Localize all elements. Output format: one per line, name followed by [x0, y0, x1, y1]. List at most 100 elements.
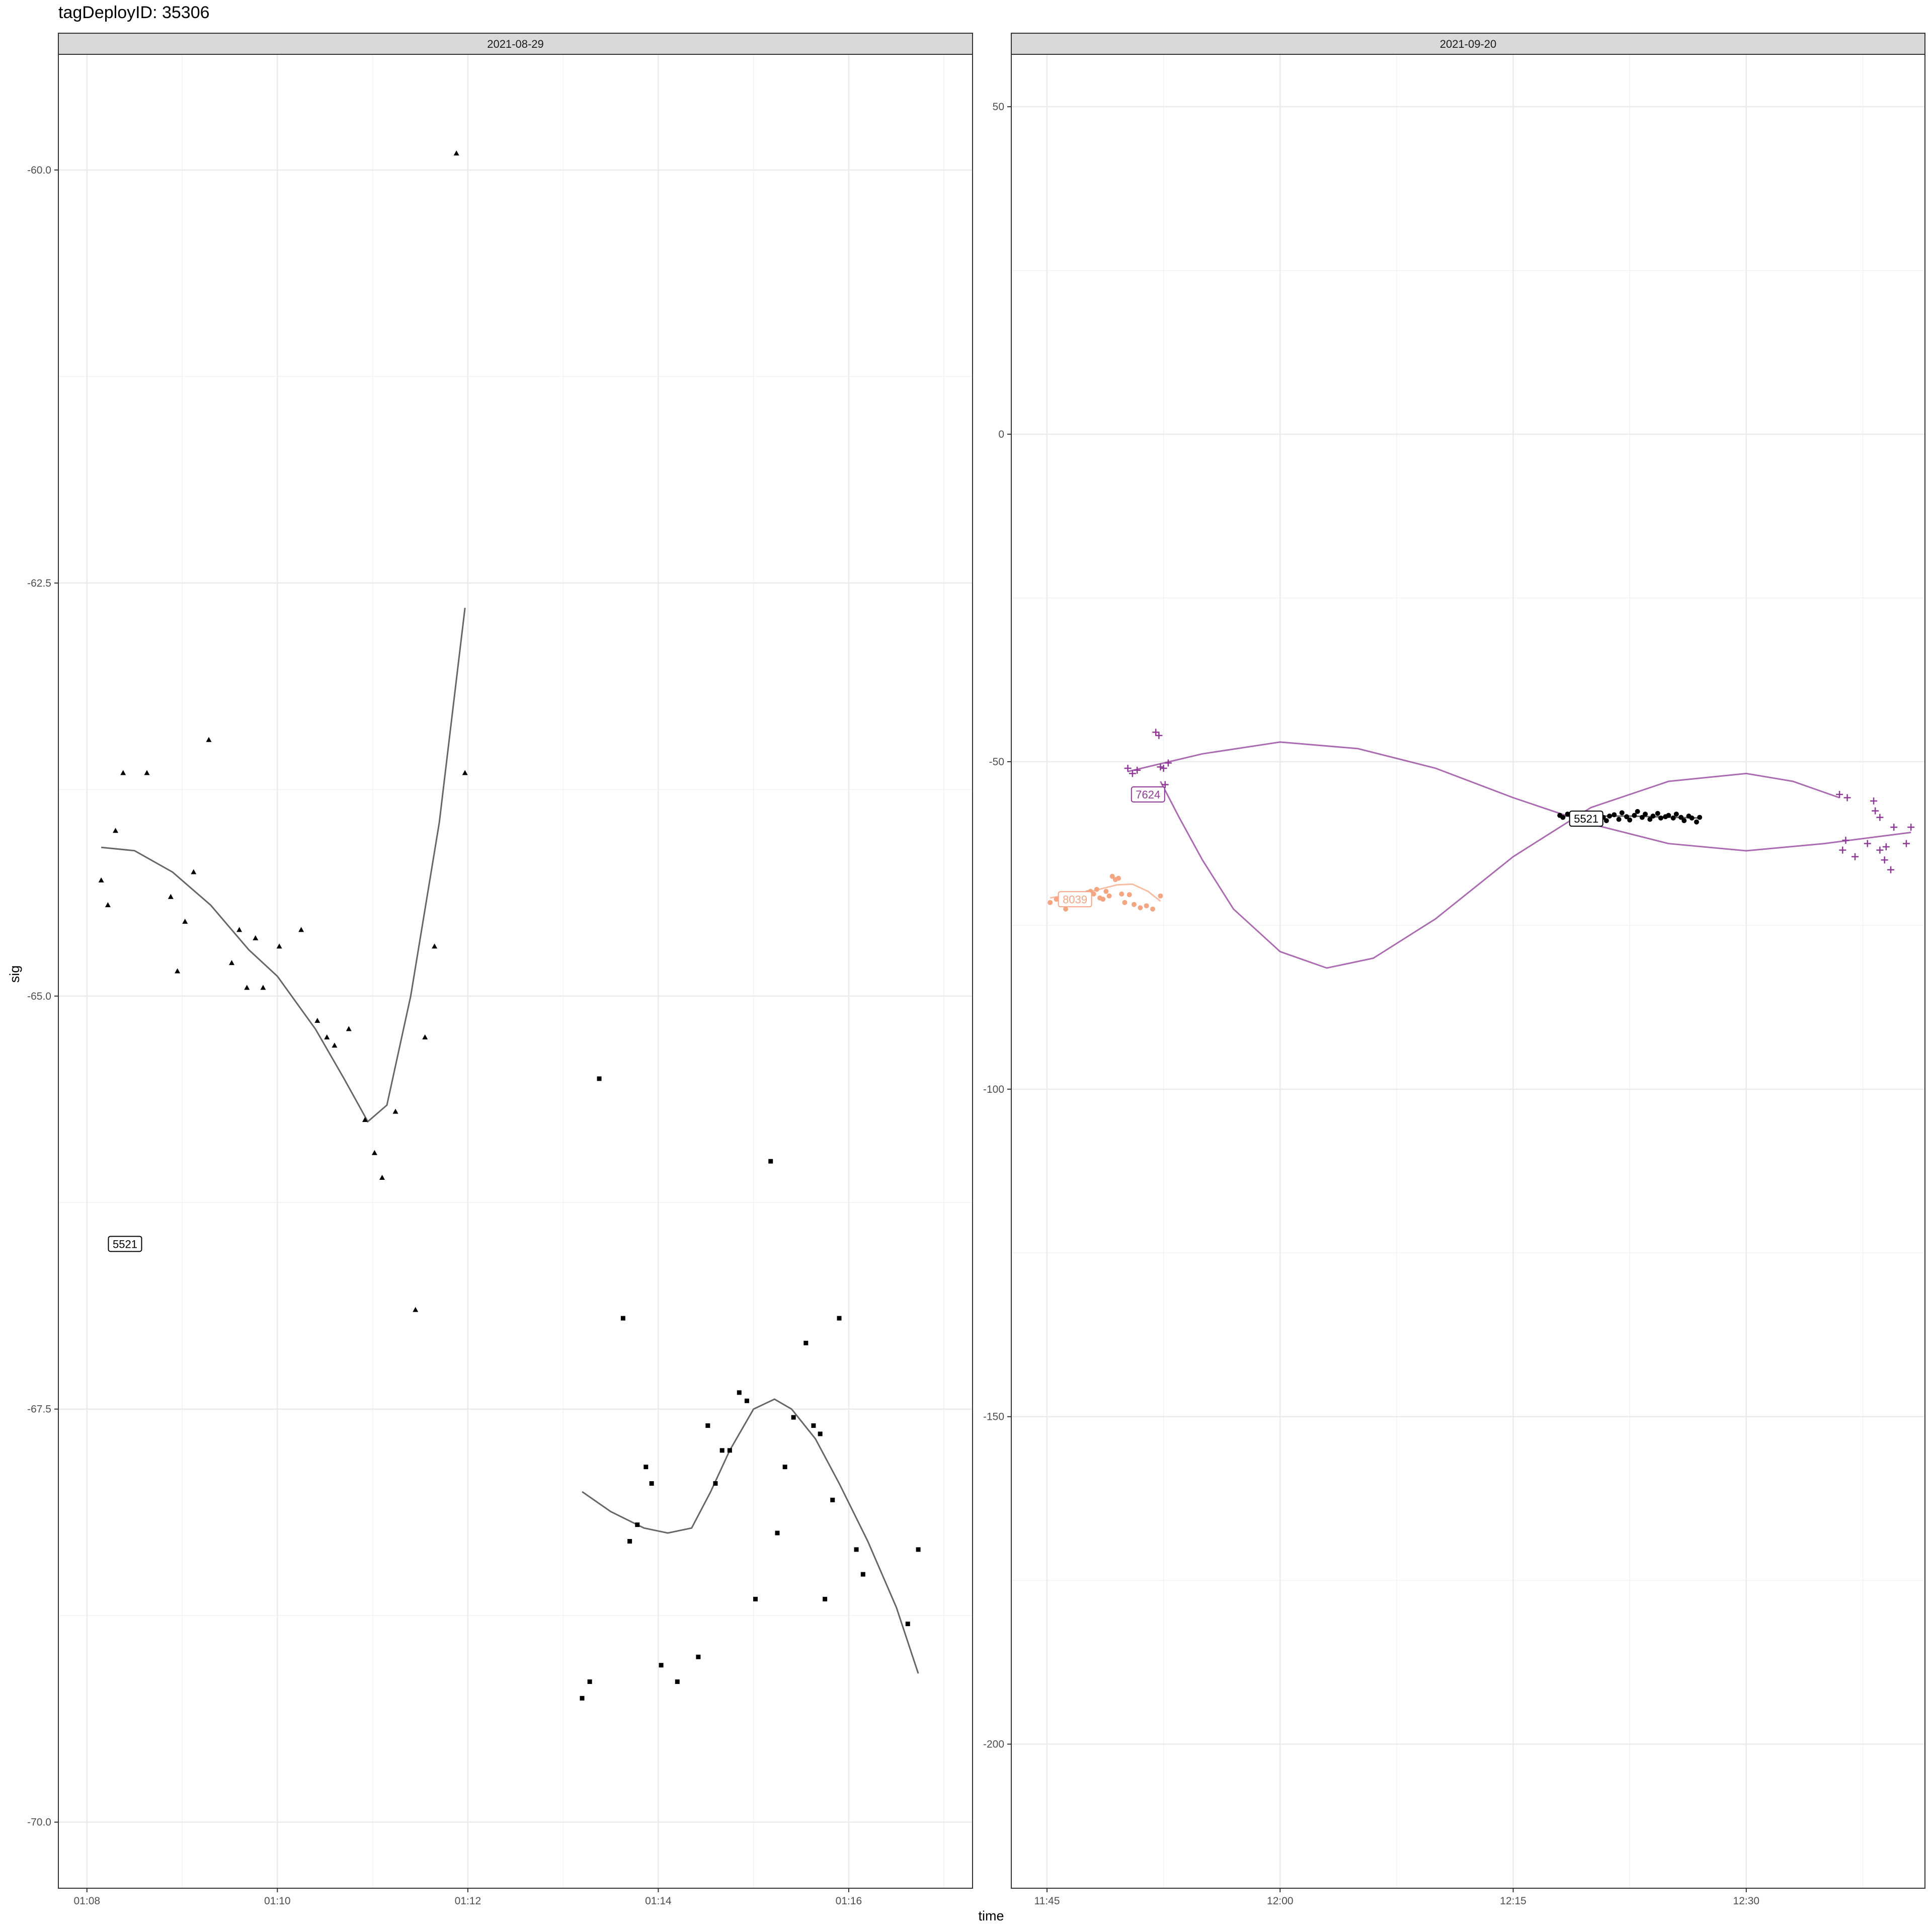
data-point-triangle	[432, 943, 438, 949]
data-point-triangle	[462, 770, 468, 775]
data-point-triangle	[332, 1042, 338, 1048]
data-point-circle	[1063, 906, 1069, 912]
data-point-square	[713, 1481, 718, 1486]
data-point-square	[696, 1654, 701, 1659]
data-point-square	[837, 1316, 842, 1321]
data-point-square	[803, 1340, 809, 1345]
data-point-triangle	[236, 927, 243, 932]
data-point-plus	[1152, 729, 1160, 736]
data-point-square	[737, 1390, 742, 1395]
data-point-circle	[1678, 815, 1684, 820]
data-point-triangle	[362, 1117, 368, 1122]
data-point-circle	[1624, 814, 1630, 820]
data-point-plus	[1872, 807, 1879, 815]
data-point-triangle	[175, 968, 181, 974]
data-point-plus	[1852, 853, 1859, 860]
data-point-circle	[1565, 812, 1570, 817]
data-point-triangle	[392, 1108, 398, 1114]
data-point-plus	[1902, 840, 1910, 847]
data-point-square	[830, 1497, 835, 1502]
y-tick-label: 50	[993, 101, 1004, 113]
data-point-circle	[1694, 819, 1699, 825]
data-point-plus	[1843, 794, 1851, 801]
x-tick-label: 01:12	[455, 1895, 481, 1907]
series-label-box	[108, 1236, 142, 1252]
chart-title: tagDeployID: 35306	[58, 3, 210, 22]
data-point-square	[744, 1398, 749, 1403]
data-point-square	[782, 1465, 787, 1470]
data-point-plus	[1134, 766, 1141, 774]
x-tick-label: 01:16	[836, 1895, 862, 1907]
data-point-square	[635, 1522, 640, 1527]
data-point-circle	[1126, 892, 1132, 898]
data-point-plus	[1887, 866, 1895, 873]
data-point-circle	[1603, 818, 1609, 824]
data-point-square	[854, 1547, 859, 1552]
data-point-circle	[1100, 897, 1106, 902]
data-point-plus	[1881, 856, 1888, 864]
data-point-plus	[1129, 770, 1136, 777]
data-point-plus	[1161, 781, 1169, 788]
data-point-square	[675, 1679, 680, 1684]
data-point-circle	[1122, 900, 1128, 905]
facet-strip	[58, 33, 973, 55]
y-tick-label: -62.5	[27, 578, 51, 589]
data-point-triangle	[422, 1034, 428, 1039]
y-axis-label: sig	[7, 965, 22, 983]
data-point-circle	[1138, 905, 1143, 911]
data-point-circle	[1632, 813, 1637, 818]
data-point-square	[860, 1572, 865, 1577]
data-point-circle	[1116, 875, 1121, 881]
data-point-triangle	[453, 150, 459, 156]
data-point-plus	[1124, 764, 1132, 772]
data-point-circle	[1109, 873, 1115, 879]
data-point-circle	[1673, 812, 1679, 817]
data-point-triangle	[244, 985, 250, 990]
data-point-square	[627, 1539, 632, 1544]
data-point-square	[659, 1663, 664, 1668]
data-point-plus	[1157, 763, 1164, 771]
data-point-triangle	[228, 960, 234, 965]
x-tick-label: 12:30	[1733, 1895, 1760, 1907]
data-point-square	[643, 1465, 649, 1470]
y-tick-label: -60.0	[27, 165, 51, 176]
data-point-plus	[1870, 797, 1878, 805]
data-point-triangle	[324, 1034, 330, 1039]
data-point-plus	[1907, 824, 1915, 831]
smooth-line	[1160, 772, 1840, 969]
data-point-circle	[1697, 815, 1703, 820]
data-point-square	[916, 1547, 921, 1552]
panel-border	[58, 54, 973, 1889]
data-point-triangle	[98, 877, 104, 882]
data-point-circle	[1635, 809, 1640, 814]
smooth-line	[101, 607, 466, 1123]
data-point-circle	[1131, 902, 1137, 907]
panel-2021-08-29: 2021-08-29 01:08 01:10 01:12 01:14 01:16 -60.0…	[27, 33, 973, 1907]
data-point-circle	[1670, 815, 1676, 821]
data-point-square	[775, 1531, 780, 1536]
x-tick-label: 12:15	[1500, 1895, 1526, 1907]
series-label-box	[1569, 811, 1603, 827]
data-point-square	[818, 1431, 823, 1436]
y-tick-label: -67.5	[27, 1404, 51, 1415]
y-tick-label: -200	[983, 1739, 1004, 1750]
data-point-square	[905, 1622, 910, 1627]
series-5521: 5521	[1557, 809, 1703, 827]
data-point-square	[768, 1159, 773, 1164]
data-point-circle	[1639, 815, 1645, 820]
series-label-box	[1058, 891, 1092, 908]
data-point-circle	[1150, 906, 1156, 912]
data-point-circle	[1647, 817, 1653, 822]
series-8039: 8039	[1048, 873, 1163, 912]
data-point-plus	[1155, 732, 1163, 739]
data-point-triangle	[113, 828, 119, 833]
series-5521	[580, 1076, 921, 1701]
series-5521: 5521	[98, 150, 468, 1312]
data-point-circle	[1106, 893, 1112, 899]
data-point-plus	[1836, 791, 1843, 798]
data-point-triangle	[260, 985, 266, 990]
data-point-plus	[1876, 846, 1884, 854]
data-point-circle	[1616, 817, 1622, 822]
panels: 2021-08-29 01:08 01:10 01:12 01:14 01:16 -60.0…	[27, 33, 1925, 1907]
